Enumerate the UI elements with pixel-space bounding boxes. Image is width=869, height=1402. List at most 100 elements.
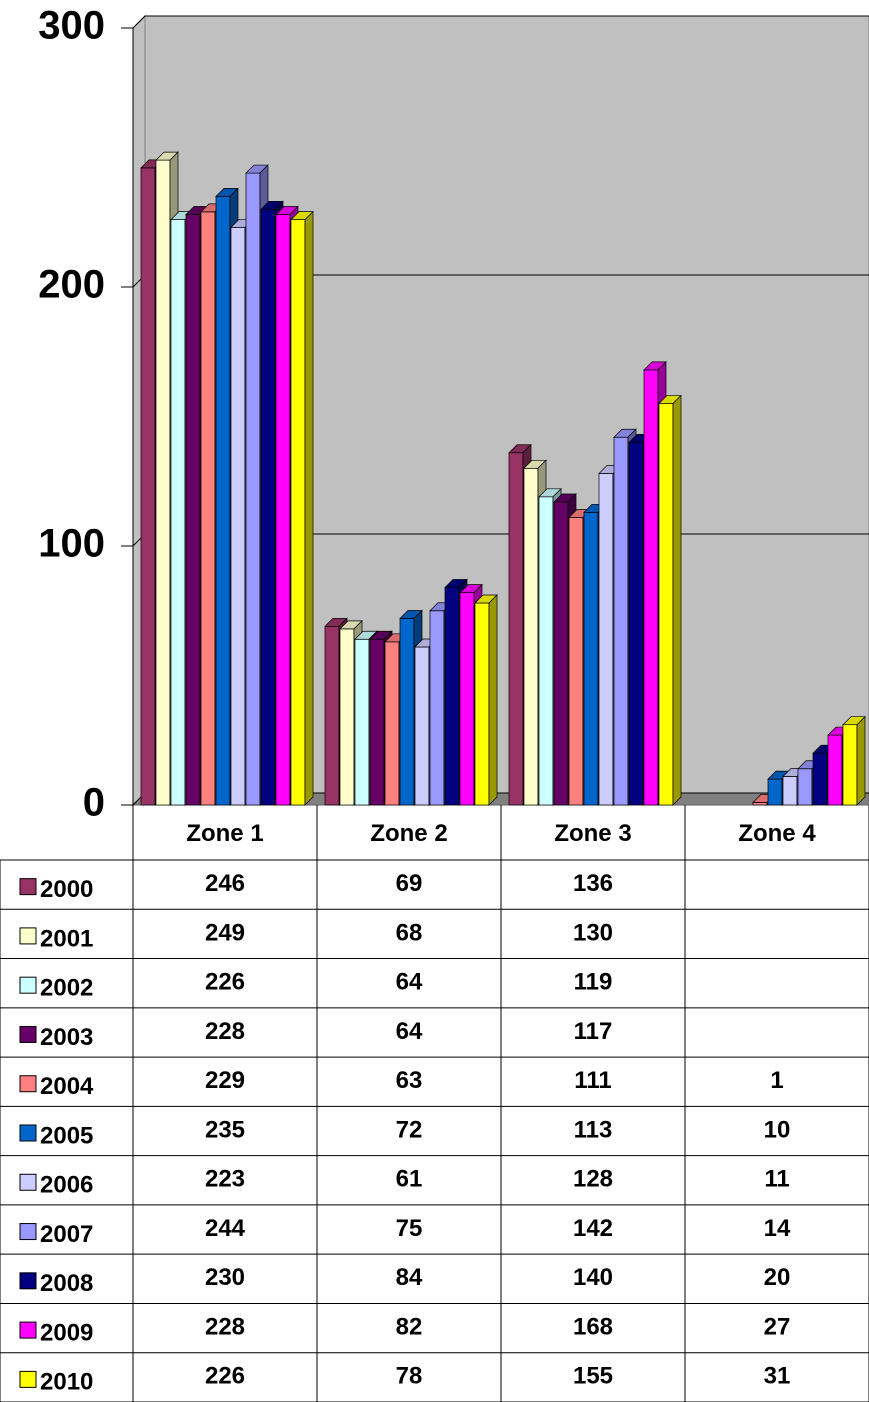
table-value: 27 <box>764 1313 791 1340</box>
bar-side <box>856 715 866 806</box>
legend-key <box>19 1025 37 1043</box>
table-value: 230 <box>205 1264 245 1291</box>
bar <box>290 219 306 806</box>
bar <box>767 778 783 806</box>
table-value: 128 <box>573 1166 613 1193</box>
table-value: 119 <box>574 969 613 996</box>
table-value: 64 <box>396 969 423 996</box>
bar <box>324 625 340 806</box>
bar <box>170 219 186 806</box>
table-value: 82 <box>396 1313 423 1340</box>
bar <box>643 369 659 806</box>
bar <box>613 436 629 806</box>
bar <box>583 511 599 806</box>
bar <box>553 501 569 806</box>
bar <box>155 159 171 806</box>
legend-key <box>19 1370 37 1388</box>
bar <box>812 752 828 806</box>
table-value: 228 <box>205 1018 245 1045</box>
bar <box>827 734 843 806</box>
table-value: 20 <box>764 1264 791 1291</box>
table-value: 140 <box>573 1264 613 1291</box>
legend-label: 2006 <box>40 1172 93 1199</box>
table-value: 244 <box>205 1215 246 1242</box>
table-value: 1 <box>770 1067 783 1094</box>
legend-label: 2007 <box>40 1221 93 1248</box>
bar <box>538 496 554 806</box>
table-value: 235 <box>205 1116 245 1143</box>
y-tick-label: 100 <box>38 522 105 566</box>
table-value: 64 <box>396 1018 423 1045</box>
bar <box>140 167 156 806</box>
x-tick-label: Zone 1 <box>186 820 263 847</box>
legend-label: 2001 <box>40 925 93 952</box>
legend-label: 2004 <box>40 1073 94 1100</box>
table-value: 168 <box>573 1313 613 1340</box>
bar <box>354 638 370 806</box>
bar <box>444 587 460 806</box>
table-value: 63 <box>396 1067 423 1094</box>
bar <box>399 618 415 806</box>
legend-key <box>19 1272 37 1290</box>
legend-key <box>19 1321 37 1339</box>
bar-side <box>488 594 498 806</box>
legend-key <box>19 1223 37 1241</box>
bar <box>658 403 674 806</box>
bar <box>339 628 355 806</box>
table-value: 84 <box>396 1264 423 1291</box>
table-value: 229 <box>205 1067 245 1094</box>
table-value: 155 <box>573 1363 613 1390</box>
bar <box>628 442 644 806</box>
legend-label: 2005 <box>40 1122 93 1149</box>
y-tick-label: 0 <box>83 781 105 825</box>
x-tick-label: Zone 2 <box>370 820 447 847</box>
bar <box>429 610 445 806</box>
legend-key <box>19 1124 37 1142</box>
table-value: 113 <box>574 1116 613 1143</box>
bar <box>200 211 216 806</box>
bar <box>474 602 490 806</box>
table-value: 111 <box>574 1067 611 1094</box>
table-value: 78 <box>396 1363 423 1390</box>
y-tick-label: 300 <box>38 4 105 48</box>
legend-key <box>19 1173 37 1191</box>
bar <box>508 452 524 806</box>
bar <box>414 646 430 806</box>
x-tick-label: Zone 3 <box>554 820 631 847</box>
table-value: 130 <box>573 919 613 946</box>
bar <box>245 172 261 806</box>
table-value: 142 <box>573 1215 613 1242</box>
table-value: 228 <box>205 1313 245 1340</box>
table-value: 226 <box>205 969 245 996</box>
bar <box>384 641 400 806</box>
bar <box>230 227 246 806</box>
table-value: 249 <box>205 919 245 946</box>
table-value: 72 <box>396 1116 423 1143</box>
table-value: 136 <box>573 870 613 897</box>
table-value: 226 <box>205 1363 245 1390</box>
legend-label: 2000 <box>40 876 93 903</box>
bar <box>275 214 291 806</box>
y-tick-label: 200 <box>38 263 105 307</box>
bar <box>215 196 231 806</box>
bar <box>185 214 201 806</box>
bar <box>260 208 276 806</box>
table-value: 246 <box>205 870 245 897</box>
legend-label: 2002 <box>40 975 93 1002</box>
legend-label: 2008 <box>40 1270 93 1297</box>
bar <box>598 473 614 806</box>
bar <box>568 517 584 806</box>
bar <box>523 467 539 806</box>
bar <box>459 592 475 806</box>
bar <box>369 638 385 806</box>
bar <box>782 776 798 806</box>
grid-line <box>132 15 869 29</box>
bar-side <box>304 210 314 806</box>
legend-key <box>19 878 37 896</box>
table-value: 11 <box>764 1166 789 1193</box>
legend-key <box>19 976 37 994</box>
legend-key <box>19 927 37 945</box>
table-value: 31 <box>764 1363 791 1390</box>
table-value: 69 <box>396 870 423 897</box>
